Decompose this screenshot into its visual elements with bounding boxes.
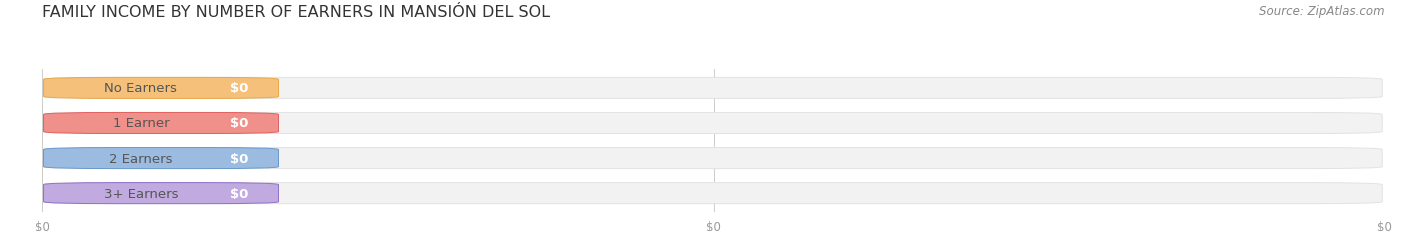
FancyBboxPatch shape bbox=[44, 78, 1382, 99]
FancyBboxPatch shape bbox=[44, 183, 278, 204]
Text: Source: ZipAtlas.com: Source: ZipAtlas.com bbox=[1260, 5, 1385, 18]
Text: 3+ Earners: 3+ Earners bbox=[104, 187, 179, 200]
Text: 1 Earner: 1 Earner bbox=[112, 117, 169, 130]
Text: $0: $0 bbox=[231, 117, 249, 130]
FancyBboxPatch shape bbox=[44, 148, 1382, 169]
FancyBboxPatch shape bbox=[44, 78, 278, 99]
FancyBboxPatch shape bbox=[44, 113, 278, 134]
FancyBboxPatch shape bbox=[44, 148, 278, 169]
FancyBboxPatch shape bbox=[44, 113, 1382, 134]
FancyBboxPatch shape bbox=[44, 183, 1382, 204]
Text: $0: $0 bbox=[231, 82, 249, 95]
Text: $0: $0 bbox=[231, 187, 249, 200]
Text: FAMILY INCOME BY NUMBER OF EARNERS IN MANSIÓN DEL SOL: FAMILY INCOME BY NUMBER OF EARNERS IN MA… bbox=[42, 5, 550, 20]
Text: $0: $0 bbox=[231, 152, 249, 165]
Text: No Earners: No Earners bbox=[104, 82, 177, 95]
Text: 2 Earners: 2 Earners bbox=[110, 152, 173, 165]
